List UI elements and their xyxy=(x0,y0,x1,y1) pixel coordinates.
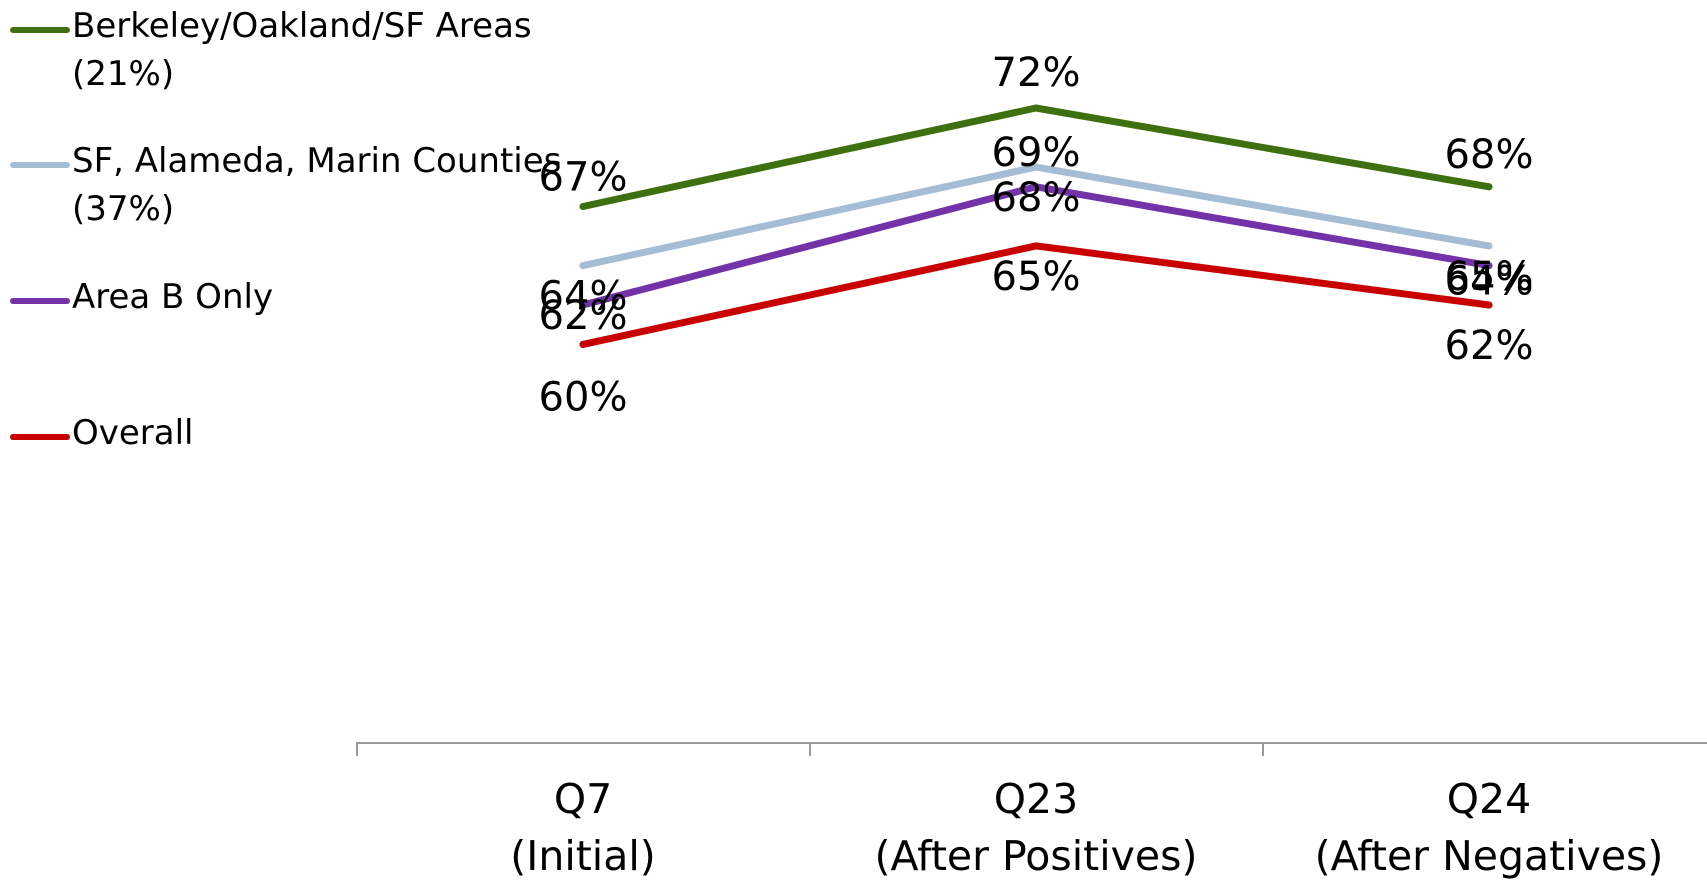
data-label-overall-2: 65% xyxy=(992,254,1081,300)
data-label-sf-alameda-marin-2: 69% xyxy=(992,130,1081,176)
legend-swatch-area-b-only xyxy=(10,298,70,304)
legend-swatch-sf-alameda-marin xyxy=(10,162,70,168)
data-point-overall-2 xyxy=(1032,242,1040,250)
data-point-berkeley-oakland-sf-3 xyxy=(1485,183,1493,191)
data-label-area-b-only-2: 68% xyxy=(992,175,1081,221)
x-tick-label-2-line-2: (After Positives) xyxy=(875,832,1198,880)
legend-label-sf-alameda-marin: SF, Alameda, Marin Counties (37%) xyxy=(72,141,573,229)
legend-item-berkeley-oakland-sf: Berkeley/Oakland/SF Areas (21%) xyxy=(10,2,572,98)
data-point-area-b-only-1 xyxy=(579,301,587,309)
x-tick-label-2-line-1: Q23 xyxy=(994,775,1078,823)
legend-item-sf-alameda-marin: SF, Alameda, Marin Counties (37%) xyxy=(10,137,572,233)
data-label-sf-alameda-marin-1: 64% xyxy=(539,274,628,320)
data-label-berkeley-oakland-sf-3: 68% xyxy=(1445,132,1534,178)
data-label-berkeley-oakland-sf-2: 72% xyxy=(992,50,1081,96)
data-point-area-b-only-3 xyxy=(1485,262,1493,270)
legend-item-overall: Overall xyxy=(10,409,572,457)
data-point-overall-3 xyxy=(1485,301,1493,309)
legend-swatch-overall xyxy=(10,434,70,440)
legend-label-overall: Overall xyxy=(72,413,194,453)
x-tick-label-1-line-1: Q7 xyxy=(554,775,612,823)
data-point-area-b-only-2 xyxy=(1032,183,1040,191)
data-label-sf-alameda-marin-3: 65% xyxy=(1445,254,1534,300)
data-label-overall-3: 62% xyxy=(1445,323,1534,369)
data-point-berkeley-oakland-sf-1 xyxy=(579,203,587,210)
data-point-berkeley-oakland-sf-2 xyxy=(1032,104,1040,112)
data-label-area-b-only-3: 64% xyxy=(1445,259,1534,305)
legend-label-berkeley-oakland-sf: Berkeley/Oakland/SF Areas (21%) xyxy=(72,6,543,94)
x-tick-label-3-line-1: Q24 xyxy=(1447,775,1531,823)
data-point-sf-alameda-marin-1 xyxy=(579,262,587,270)
legend-label-area-b-only: Area B Only xyxy=(72,277,274,317)
data-point-overall-1 xyxy=(579,340,587,348)
data-label-overall-1: 60% xyxy=(539,374,628,420)
legend-swatch-berkeley-oakland-sf xyxy=(10,27,70,33)
data-label-area-b-only-1: 62% xyxy=(539,293,628,339)
data-label-berkeley-oakland-sf-1: 67% xyxy=(539,155,628,201)
data-point-sf-alameda-marin-2 xyxy=(1032,163,1040,171)
data-point-sf-alameda-marin-3 xyxy=(1485,242,1493,250)
x-tick-label-1-line-2: (Initial) xyxy=(510,832,655,880)
x-tick-label-3-line-2: (After Negatives) xyxy=(1315,832,1664,880)
legend-item-area-b-only: Area B Only xyxy=(10,273,572,321)
